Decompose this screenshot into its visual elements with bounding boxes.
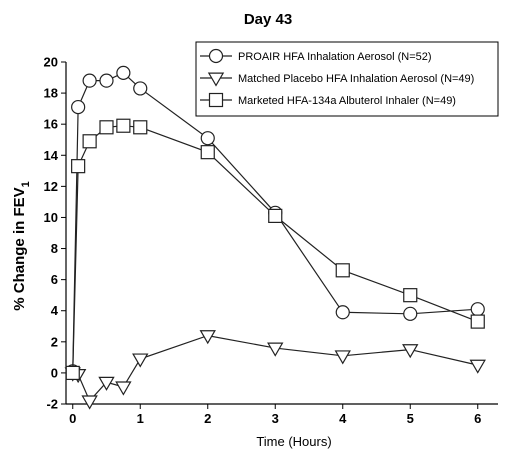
legend-label: PROAIR HFA Inhalation Aerosol (N=52) bbox=[238, 51, 432, 63]
data-point bbox=[470, 302, 485, 317]
x-axis-label: Time (Hours) bbox=[256, 434, 331, 449]
data-point bbox=[200, 145, 215, 160]
series-square bbox=[65, 118, 485, 381]
legend-marker bbox=[207, 72, 225, 87]
data-point bbox=[116, 118, 131, 133]
chart-axes bbox=[65, 62, 498, 405]
chart-title: Day 43 bbox=[244, 11, 292, 28]
y-tick-label: 12 bbox=[44, 179, 58, 194]
data-point bbox=[267, 342, 284, 357]
legend: PROAIR HFA Inhalation Aerosol (N=52) Matc… bbox=[195, 41, 499, 117]
data-point bbox=[402, 344, 419, 359]
y-tick-label: 18 bbox=[44, 86, 58, 101]
data-point bbox=[65, 365, 80, 381]
y-tick-label: -2 bbox=[46, 397, 58, 412]
data-point bbox=[133, 81, 148, 96]
y-axis-label: % Change in FEV1 bbox=[11, 181, 32, 310]
y-tick-label: 6 bbox=[51, 272, 58, 287]
y-tick-label: 8 bbox=[51, 241, 58, 256]
data-point bbox=[71, 159, 86, 174]
data-point bbox=[334, 350, 351, 365]
legend-marker bbox=[208, 48, 224, 64]
data-point bbox=[470, 314, 485, 329]
data-point bbox=[81, 395, 98, 410]
data-point bbox=[82, 134, 97, 149]
y-tick-label: 4 bbox=[51, 303, 59, 318]
legend-label: Marketed HFA-134a Albuterol Inhaler (N=4… bbox=[238, 95, 456, 107]
x-tick-label: 6 bbox=[474, 411, 481, 426]
legend-item: PROAIR HFA Inhalation Aerosol (N=52) bbox=[200, 48, 432, 64]
data-point bbox=[99, 120, 114, 135]
y-tick-label: 10 bbox=[44, 210, 58, 225]
data-point bbox=[115, 381, 132, 396]
x-tick-label: 2 bbox=[204, 411, 211, 426]
legend-box bbox=[195, 41, 499, 117]
data-point bbox=[200, 131, 215, 146]
data-point bbox=[133, 120, 148, 135]
x-axis-ticks: 0 1 2 3 4 5 6 bbox=[69, 404, 481, 426]
data-point bbox=[335, 263, 350, 278]
data-point bbox=[403, 288, 418, 303]
y-tick-label: 14 bbox=[44, 148, 59, 163]
data-point bbox=[71, 99, 86, 115]
data-point bbox=[82, 73, 97, 88]
data-point bbox=[199, 330, 216, 345]
data-point bbox=[116, 65, 131, 80]
legend-marker bbox=[208, 92, 224, 108]
series-triangle-down bbox=[64, 330, 486, 410]
x-tick-label: 3 bbox=[272, 411, 279, 426]
data-point bbox=[335, 305, 350, 320]
y-axis-label-group: % Change in FEV1 bbox=[11, 181, 32, 310]
x-tick-label: 0 bbox=[69, 411, 76, 426]
data-point bbox=[98, 376, 115, 391]
y-axis-label-subscript: 1 bbox=[20, 181, 32, 187]
legend-item: Matched Placebo HFA Inhalation Aerosol (… bbox=[200, 72, 474, 87]
y-axis-ticks: -2 0 2 4 6 8 10 12 14 16 18 20 bbox=[44, 55, 66, 412]
data-point bbox=[469, 359, 486, 374]
data-point bbox=[403, 306, 418, 321]
x-tick-label: 5 bbox=[407, 411, 414, 426]
data-point bbox=[132, 353, 149, 368]
data-point bbox=[99, 73, 114, 88]
data-series bbox=[64, 65, 486, 410]
y-axis-label-main: % Change in FEV bbox=[11, 187, 28, 310]
y-tick-label: 2 bbox=[51, 334, 58, 349]
y-tick-label: 16 bbox=[44, 117, 58, 132]
x-tick-label: 4 bbox=[339, 411, 347, 426]
x-tick-label: 1 bbox=[137, 411, 144, 426]
legend-item: Marketed HFA-134a Albuterol Inhaler (N=4… bbox=[200, 92, 456, 108]
series-line bbox=[72, 125, 478, 373]
data-point bbox=[268, 208, 283, 223]
y-tick-label: 0 bbox=[51, 365, 58, 380]
legend-label: Matched Placebo HFA Inhalation Aerosol (… bbox=[238, 73, 474, 85]
y-tick-label: 20 bbox=[44, 55, 58, 70]
